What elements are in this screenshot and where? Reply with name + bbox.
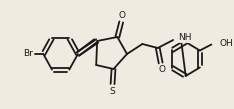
Text: O: O — [119, 10, 126, 20]
Text: O: O — [158, 66, 165, 74]
Text: OH: OH — [219, 39, 233, 48]
Text: S: S — [110, 87, 115, 95]
Text: Br: Br — [23, 49, 33, 59]
Text: NH: NH — [178, 33, 191, 43]
